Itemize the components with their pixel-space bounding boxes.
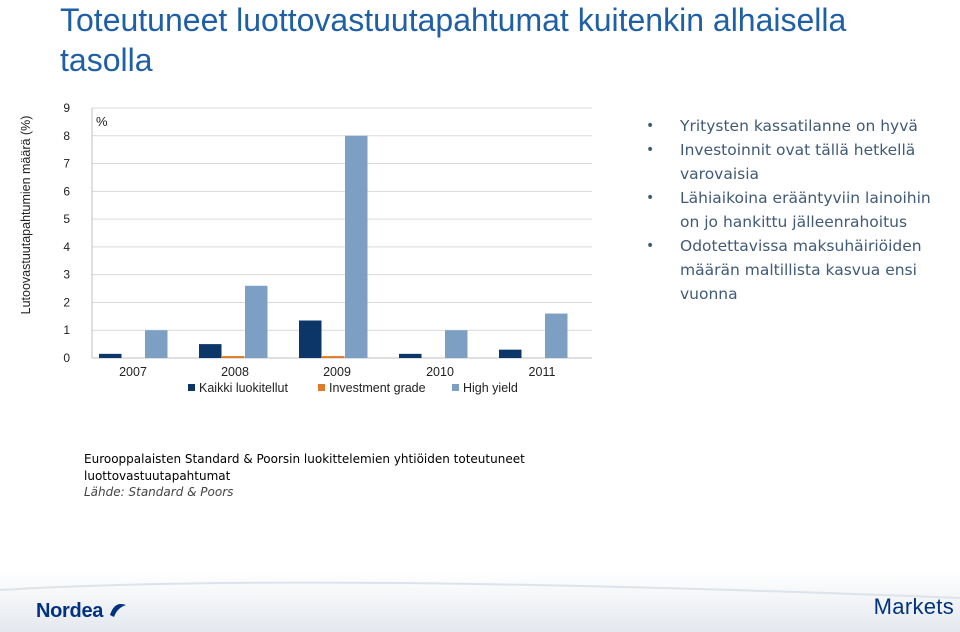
chart-legend: Kaikki luokitellut Investment grade High y… bbox=[188, 381, 518, 395]
legend-label: Investment grade bbox=[329, 381, 426, 395]
legend-swatch bbox=[452, 384, 459, 391]
x-tick-label: 2009 bbox=[323, 365, 351, 379]
legend-item: High yield bbox=[452, 381, 518, 395]
y-tick-label: 1 bbox=[63, 323, 70, 337]
legend-item: Investment grade bbox=[318, 381, 426, 395]
caption-text: Eurooppalaisten Standard & Poorsin luoki… bbox=[84, 452, 525, 483]
y-tick-label: 5 bbox=[63, 212, 70, 226]
bar-kaikki-luokitellut-2010 bbox=[399, 353, 422, 358]
legend-label: High yield bbox=[463, 381, 518, 395]
nordea-wave-icon bbox=[110, 604, 127, 617]
bullet-dot-icon: • bbox=[646, 190, 655, 206]
y-tick-label: 7 bbox=[63, 157, 70, 171]
y-axis-label: Lutoovastuutapahtumien määrä (%) bbox=[19, 116, 33, 315]
slide-title: Toteutuneet luottovastuutapahtumat kuite… bbox=[60, 2, 847, 78]
bullet-item: • Odotettavissa maksuhäiriöiden määrän ma… bbox=[642, 234, 952, 306]
x-tick-label: 2007 bbox=[119, 365, 147, 379]
bullet-item: • Yritysten kassatilanne on hyvä bbox=[642, 114, 952, 138]
x-tick-label: 2011 bbox=[529, 365, 556, 379]
bullet-list: • Yritysten kassatilanne on hyvä • Investo… bbox=[642, 114, 952, 306]
bar-chart: 0 1 2 3 4 5 6 7 8 9 2007 2008 2009 2010 2011 Kaikki l… bbox=[19, 101, 592, 395]
bar-kaikki-luokitellut-2009 bbox=[299, 320, 322, 358]
y-tick-label: 0 bbox=[63, 351, 70, 365]
chart-bars bbox=[99, 135, 568, 358]
bar-investment-grade-2009 bbox=[322, 356, 345, 358]
bullet-item: • Investoinnit ovat tällä hetkellä varova… bbox=[642, 138, 952, 186]
y-tick-label: 3 bbox=[63, 268, 70, 282]
unit-label: % bbox=[96, 114, 108, 129]
bar-kaikki-luokitellut-2007 bbox=[99, 353, 122, 358]
y-tick-label: 4 bbox=[63, 240, 70, 254]
bullet-item: • Lähiaikoina erääntyviin lainoihin on jo… bbox=[642, 186, 952, 234]
bullet-dot-icon: • bbox=[646, 142, 655, 158]
bar-high-yield-2008 bbox=[245, 285, 268, 358]
footer: Nordea Markets bbox=[0, 572, 960, 632]
bar-high-yield-2010 bbox=[445, 330, 468, 358]
y-tick-labels: 0 1 2 3 4 5 6 7 8 9 bbox=[63, 101, 70, 365]
markets-logo: Markets bbox=[873, 594, 954, 619]
legend-swatch bbox=[318, 384, 325, 391]
chart-caption: Eurooppalaisten Standard & Poorsin luoki… bbox=[84, 451, 544, 501]
caption-source: Lähde: Standard & Poors bbox=[84, 485, 234, 499]
legend-label: Kaikki luokitellut bbox=[199, 381, 288, 395]
y-tick-label: 9 bbox=[63, 101, 70, 115]
bar-high-yield-2009 bbox=[345, 135, 368, 358]
footer-background bbox=[0, 572, 960, 632]
x-tick-label: 2008 bbox=[221, 365, 249, 379]
bar-investment-grade-2008 bbox=[222, 356, 245, 358]
legend-swatch bbox=[188, 384, 195, 391]
bullet-dot-icon: • bbox=[646, 118, 655, 134]
chart-grid bbox=[91, 107, 592, 359]
bar-high-yield-2011 bbox=[545, 313, 568, 358]
bar-high-yield-2007 bbox=[145, 330, 168, 358]
y-tick-label: 8 bbox=[63, 129, 70, 143]
bullet-dot-icon: • bbox=[646, 238, 655, 254]
bar-kaikki-luokitellut-2011 bbox=[499, 349, 522, 358]
x-tick-labels: 2007 2008 2009 2010 2011 bbox=[119, 365, 555, 379]
bar-kaikki-luokitellut-2008 bbox=[199, 344, 222, 358]
y-tick-label: 2 bbox=[63, 295, 70, 309]
nordea-logo: Nordea bbox=[36, 600, 128, 623]
x-tick-label: 2010 bbox=[426, 365, 454, 379]
legend-item: Kaikki luokitellut bbox=[188, 381, 288, 395]
y-tick-label: 6 bbox=[63, 184, 70, 198]
